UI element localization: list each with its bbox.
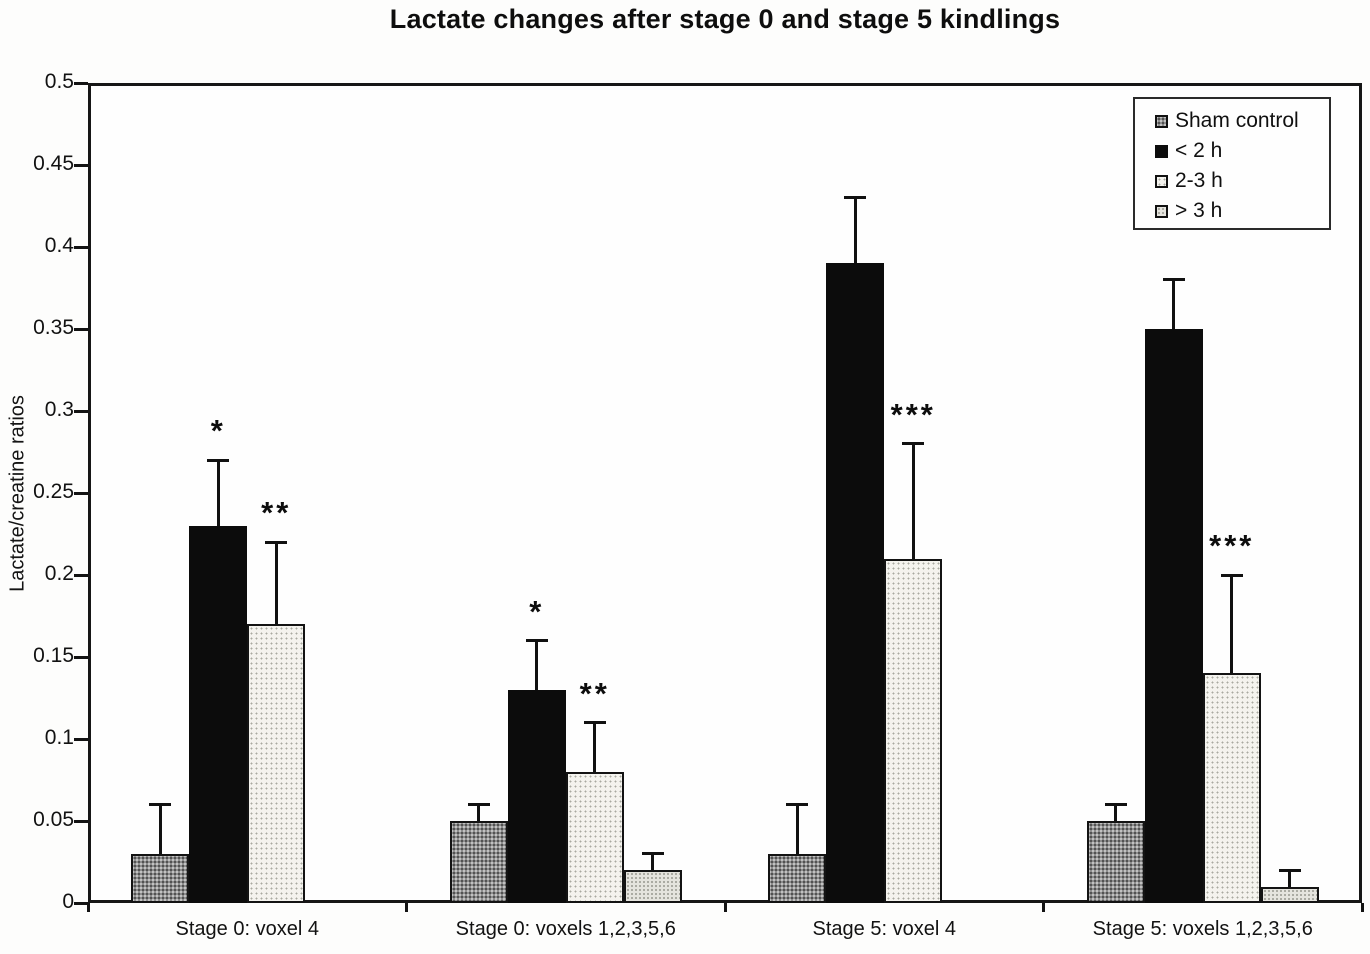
error-bar-cap (1104, 803, 1127, 807)
x-tick-mark (405, 903, 408, 912)
y-tick-label: 0.15 (33, 644, 74, 667)
error-bar-cap (844, 196, 867, 200)
x-tick-mark (723, 903, 727, 912)
error-bar-line (274, 542, 278, 625)
error-bar-line (853, 197, 857, 264)
error-bar-cap (1220, 573, 1243, 577)
bar-3-c1 (623, 870, 682, 903)
legend-item: > 3 h (1155, 196, 1329, 226)
y-tick-mark (74, 573, 88, 577)
category-label: Stage 0: voxel 4 (175, 918, 319, 940)
error-bar-cap (786, 803, 809, 807)
legend-item: 2-3 h (1155, 166, 1329, 196)
legend-item: < 2 h (1155, 136, 1329, 166)
error-bar-line (1114, 804, 1118, 821)
legend-swatch-icon (1155, 114, 1168, 128)
error-bar-cap (525, 639, 548, 643)
bar-2-c1 (565, 771, 624, 903)
y-tick-label: 0.3 (44, 398, 74, 421)
legend-swatch-icon (1155, 144, 1168, 158)
category-label: Stage 0: voxels 1,2,3,5,6 (455, 918, 676, 940)
x-tick-mark (1360, 903, 1364, 912)
bar-0-c1 (449, 821, 508, 903)
error-bar-cap (583, 721, 606, 725)
y-tick-mark (74, 409, 88, 413)
error-bar-cap (467, 803, 490, 807)
bar-1-c2 (826, 263, 885, 903)
error-bar-line (216, 460, 220, 526)
legend-label: Sham control (1175, 109, 1299, 132)
chart-title: Lactate changes after stage 0 and stage … (389, 4, 1061, 34)
error-bar-line (651, 853, 655, 871)
bar-0-c2 (768, 853, 827, 903)
error-bar-line (1230, 575, 1234, 674)
error-bar-cap (1278, 868, 1301, 872)
bar-1-c0 (189, 525, 248, 903)
legend: Sham control < 2 h 2-3 h > 3 h (1133, 97, 1331, 230)
y-tick-label: 0.25 (33, 480, 74, 503)
bar-2-c0 (247, 624, 306, 903)
legend-swatch-icon (1155, 204, 1168, 218)
error-bar-cap (207, 458, 230, 462)
error-bar-line (795, 804, 799, 854)
y-tick-mark (74, 737, 88, 741)
legend-swatch-icon (1155, 174, 1168, 188)
y-tick-label: 0.35 (33, 316, 74, 339)
error-bar-line (535, 640, 539, 690)
y-tick-label: 0.05 (33, 808, 74, 831)
significance-marker: ** (579, 675, 610, 711)
significance-marker: *** (1209, 528, 1255, 563)
legend-label: 2-3 h (1175, 169, 1223, 192)
bar-0-c3 (1086, 821, 1145, 903)
legend-item: Sham control (1155, 106, 1329, 136)
y-tick-mark (74, 819, 88, 823)
error-bar-line (593, 722, 597, 772)
bar-2-c3 (1202, 673, 1261, 903)
bar-0-c0 (131, 853, 190, 903)
error-bar-line (911, 443, 915, 559)
y-tick-label: 0.4 (44, 234, 74, 257)
bar-3-c3 (1260, 886, 1319, 903)
significance-marker: *** (890, 396, 936, 432)
error-bar-line (1172, 279, 1176, 329)
x-tick-mark (86, 903, 90, 912)
y-tick-label: 0 (62, 890, 74, 913)
y-tick-mark (74, 491, 88, 495)
y-tick-mark (74, 163, 88, 167)
error-bar-line (477, 804, 481, 821)
error-bar-line (158, 804, 162, 854)
x-tick-mark (1042, 903, 1045, 912)
error-bar-cap (902, 442, 925, 446)
bar-2-c2 (884, 558, 943, 903)
y-tick-label: 0.2 (44, 562, 74, 585)
y-tick-mark (74, 655, 88, 659)
error-bar-cap (149, 803, 172, 807)
error-bar-cap (1162, 278, 1185, 282)
bar-1-c1 (507, 689, 566, 903)
error-bar-cap (641, 852, 664, 856)
category-label: Stage 5: voxel 4 (812, 918, 956, 940)
category-label: Stage 5: voxels 1,2,3,5,6 (1092, 918, 1313, 940)
y-tick-mark (74, 81, 88, 85)
significance-marker: ** (261, 495, 292, 531)
significance-marker: * (210, 413, 226, 449)
significance-marker: * (529, 593, 545, 629)
y-tick-mark (74, 245, 88, 249)
y-tick-label: 0.45 (33, 152, 74, 175)
y-tick-mark (74, 901, 88, 905)
y-tick-label: 0.5 (44, 70, 74, 93)
y-tick-mark (74, 327, 88, 331)
bar-1-c3 (1144, 329, 1203, 903)
legend-label: > 3 h (1175, 199, 1223, 222)
error-bar-cap (265, 540, 288, 544)
y-tick-label: 0.1 (44, 726, 74, 749)
error-bar-line (1288, 870, 1292, 887)
legend-label: < 2 h (1175, 139, 1223, 162)
